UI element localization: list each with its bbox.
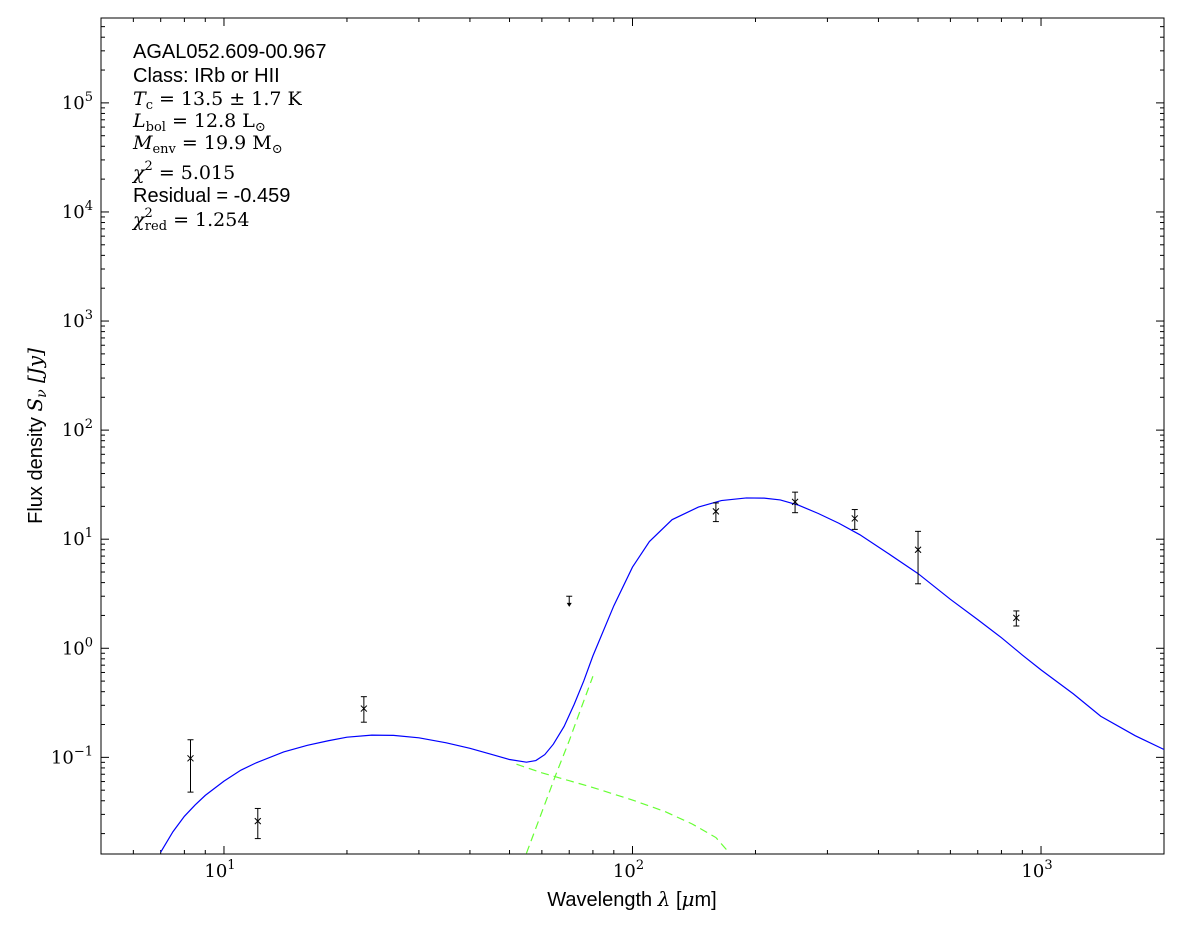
y-tick-label: 101 — [62, 526, 93, 550]
annotation-chired: χ2 red = 1.254 — [131, 206, 249, 234]
component-curve-dashed — [516, 763, 728, 851]
y-axis-label: Flux density Sν [Jy] — [23, 348, 50, 524]
annotation-chi2: χ2 = 5.015 — [131, 159, 235, 184]
x-tick-label: 102 — [613, 858, 644, 882]
x-axis-label: Wavelength λ [μm] — [547, 887, 716, 911]
data-point — [914, 530, 922, 585]
total-fit-curve — [160, 497, 1164, 853]
x-marker — [360, 705, 368, 712]
y-tick-label: 10−1 — [51, 744, 93, 768]
component-curve-dashed — [525, 676, 594, 854]
plot-area — [100, 17, 1165, 855]
y-tick-label: 102 — [62, 417, 93, 441]
y-tick-label: 103 — [62, 308, 93, 332]
upper-limit-point — [566, 595, 573, 607]
annotation-menv: Menv = 19.9 M⊙ — [132, 132, 283, 157]
data-point — [1012, 610, 1020, 627]
x-marker — [851, 515, 859, 522]
annotation-lbol: Lbol = 12.8 L⊙ — [132, 110, 266, 135]
annotation-residual: Residual = -0.459 — [133, 185, 290, 207]
x-marker — [1012, 614, 1020, 622]
annotation-tc: Tc = 13.5 ± 1.7 K — [133, 88, 303, 113]
tick-labels: 101 102 103 10−1 100 101 102 103 104 105 — [51, 90, 1053, 882]
x-tick-label: 101 — [204, 858, 235, 882]
y-tick-label: 104 — [62, 199, 93, 223]
data-points — [187, 491, 1020, 840]
annotation-class: Class: IRb or HII — [133, 65, 280, 87]
data-point — [254, 807, 262, 840]
x-tick-label: 103 — [1021, 858, 1052, 882]
data-point — [187, 739, 194, 793]
y-tick-label: 100 — [62, 635, 93, 659]
y-tick-label: 105 — [62, 90, 93, 114]
data-point — [791, 491, 799, 514]
data-point — [712, 502, 720, 523]
x-marker — [791, 498, 799, 506]
annotation-source: AGAL052.609-00.967 — [133, 41, 327, 63]
axis-ticks — [101, 18, 1164, 854]
data-point — [360, 696, 368, 723]
x-marker — [187, 754, 194, 762]
model-curves — [160, 497, 1164, 854]
x-marker — [914, 546, 922, 554]
x-marker — [712, 507, 720, 515]
data-point — [851, 509, 859, 530]
upper-limit-arrow — [566, 602, 572, 607]
x-marker — [254, 817, 262, 825]
